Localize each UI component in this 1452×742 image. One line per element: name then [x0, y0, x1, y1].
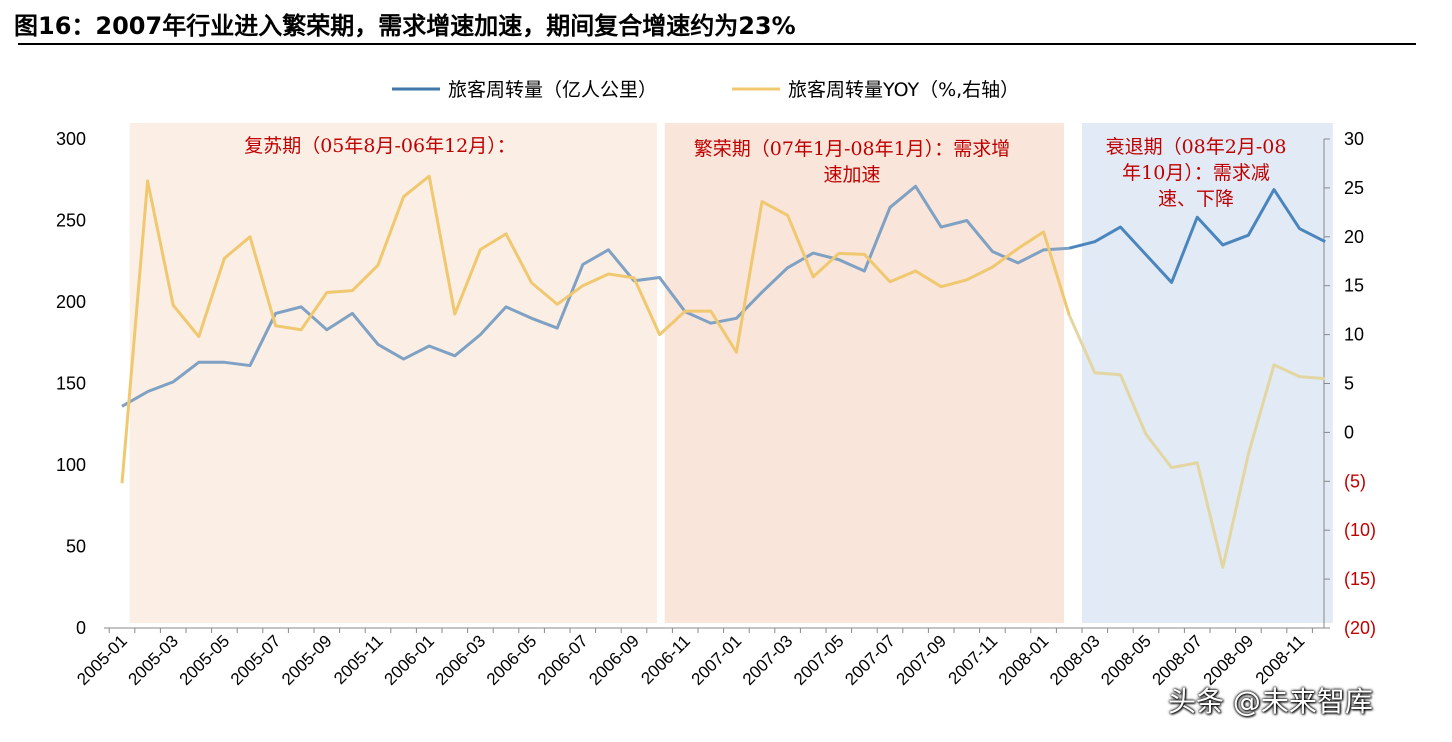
right-tick-label: 25 — [1344, 178, 1364, 198]
period-shading — [129, 123, 1333, 623]
x-tick-label: 2008-01 — [995, 631, 1053, 689]
right-tick-label: (15) — [1344, 569, 1376, 589]
x-tick-label: 2006-07 — [534, 631, 592, 689]
x-tick-label: 2005-09 — [278, 631, 336, 689]
x-tick-label: 2006-05 — [483, 631, 541, 689]
right-tick-label: 30 — [1344, 129, 1364, 149]
period-annotations: 复苏期（05年8月-06年12月）： 繁荣期（07年1月-08年1月）：需求增速加… — [244, 135, 1286, 210]
x-tick-label: 2007-07 — [841, 631, 899, 689]
left-tick-label: 150 — [56, 374, 86, 394]
left-tick-label: 50 — [66, 537, 86, 557]
series-line-passenger-turnover-late — [1068, 188, 1326, 284]
right-tick-label: 15 — [1344, 276, 1364, 296]
series-lines — [120, 174, 1326, 569]
series-line-passenger-turnover — [121, 184, 1070, 408]
period-annotation-2: 速、下降 — [1158, 188, 1234, 210]
x-tick-label: 2007-03 — [739, 631, 797, 689]
x-tick-label: 2008-03 — [1046, 631, 1104, 689]
left-tick-label: 100 — [56, 455, 86, 475]
x-tick-label: 2006-11 — [637, 631, 694, 688]
period-band-0 — [129, 123, 658, 623]
x-tick-label: 2005-11 — [330, 631, 387, 688]
right-tick-label: 5 — [1344, 374, 1354, 394]
legend-label-1: 旅客周转量YOY（%,右轴） — [788, 79, 1019, 101]
x-tick-label: 2008-05 — [1097, 631, 1155, 689]
x-tick-label: 2005-01 — [73, 631, 131, 689]
x-tick-label: 2006-09 — [585, 631, 643, 689]
period-annotation-0: 复苏期（05年8月-06年12月）： — [244, 135, 516, 157]
right-tick-label: (10) — [1344, 520, 1376, 540]
right-tick-label: 20 — [1344, 227, 1364, 247]
legend-label-0: 旅客周转量（亿人公里） — [448, 79, 657, 101]
right-tick-label: 0 — [1344, 422, 1354, 442]
left-tick-label: 200 — [56, 292, 86, 312]
x-tick-label: 2005-03 — [124, 631, 182, 689]
x-tick-label: 2006-01 — [380, 631, 438, 689]
right-tick-label: (20) — [1344, 618, 1376, 638]
x-tick-label: 2006-03 — [432, 631, 490, 689]
x-tick-label: 2005-07 — [227, 631, 285, 689]
x-tick-label: 2007-05 — [790, 631, 848, 689]
x-tick-label: 2007-11 — [945, 631, 1002, 688]
right-tick-label: 10 — [1344, 325, 1364, 345]
period-annotation-1: 速加速 — [823, 164, 880, 186]
series-line-yoy — [120, 174, 1071, 484]
left-tick-label: 300 — [56, 129, 86, 149]
left-tick-label: 0 — [76, 618, 86, 638]
right-tick-label: (5) — [1344, 471, 1366, 491]
period-band-1 — [664, 123, 1065, 623]
legend: 旅客周转量（亿人公里） 旅客周转量YOY（%,右轴） — [392, 79, 1019, 101]
x-tick-label: 2007-09 — [892, 631, 950, 689]
x-tick-label: 2005-05 — [176, 631, 234, 689]
period-annotation-2: 衰退期（08年2月-08 — [1106, 136, 1287, 158]
period-annotation-2: 年10月）：需求减 — [1122, 162, 1270, 184]
title-rule — [18, 43, 1416, 45]
watermark: 头条 @未来智库 — [1168, 685, 1373, 718]
period-annotation-1: 繁荣期（07年1月-08年1月）：需求增 — [694, 138, 1010, 160]
left-tick-label: 250 — [56, 211, 86, 231]
series-line-yoy-late — [1067, 314, 1326, 569]
x-tick-label: 2007-01 — [688, 631, 746, 689]
figure-title: 图16：2007年行业进入繁荣期，需求增速加速，期间复合增速约为23% — [14, 12, 796, 40]
